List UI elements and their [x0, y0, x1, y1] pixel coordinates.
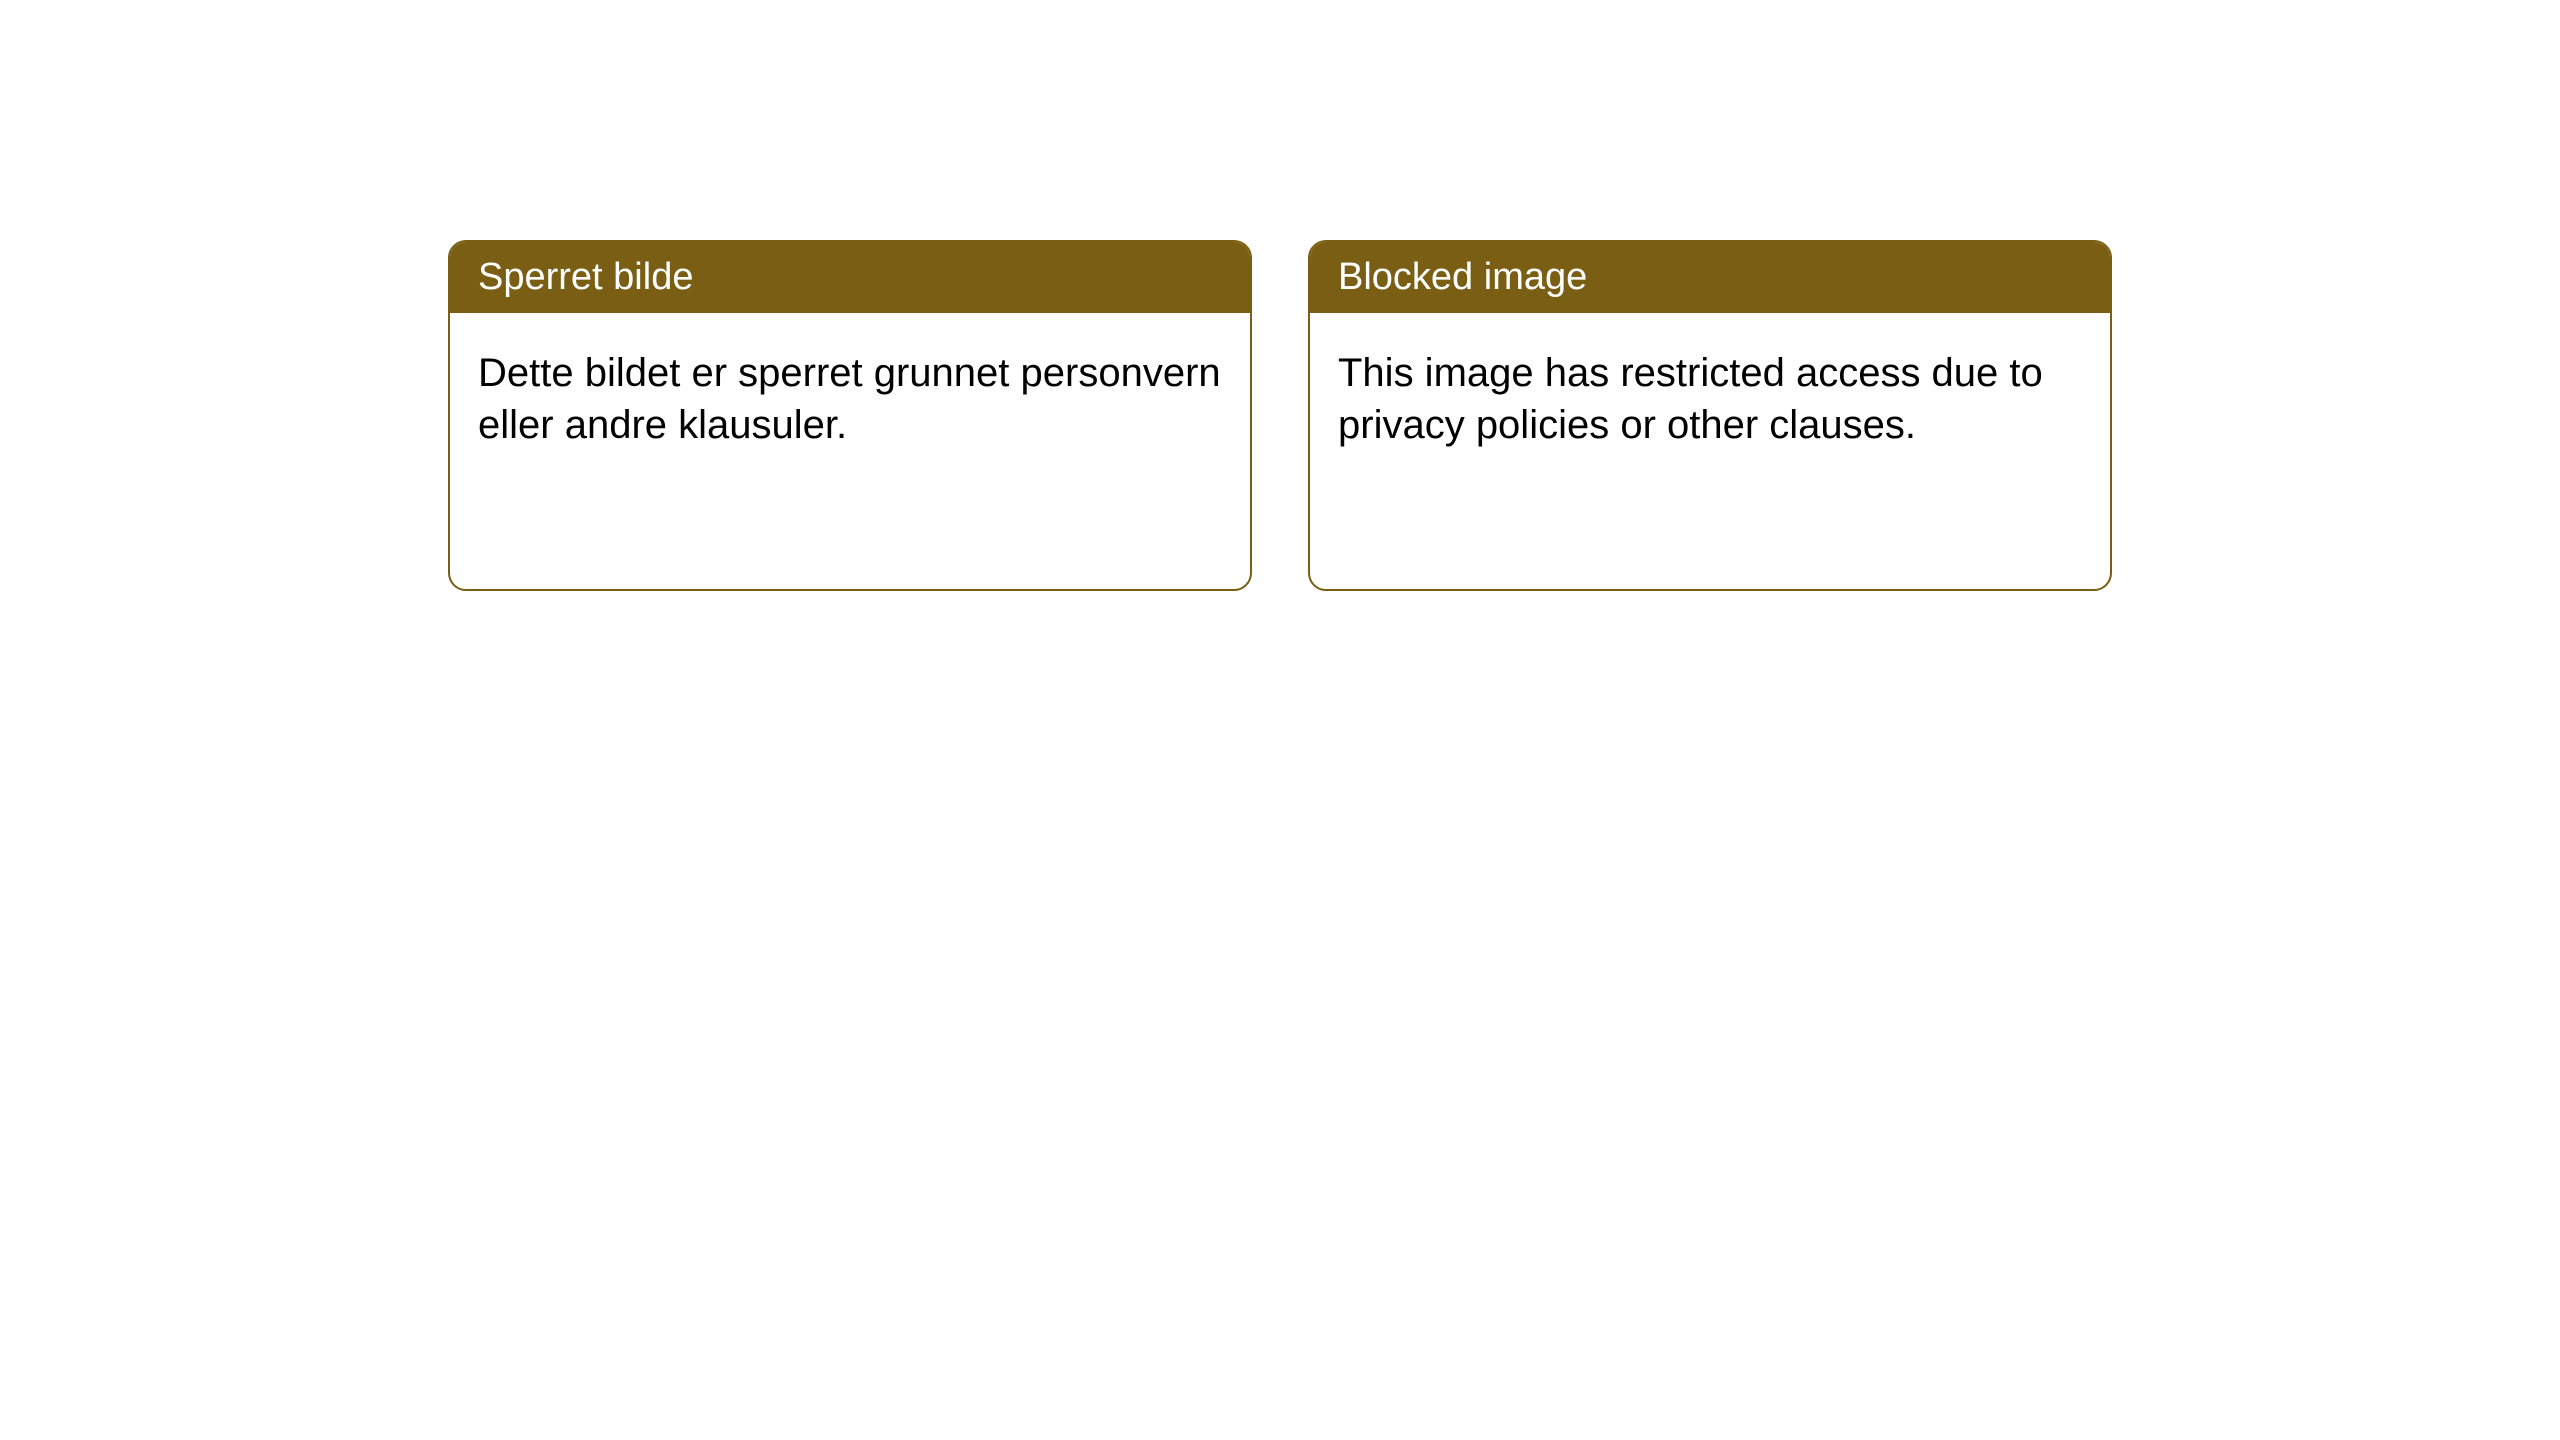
- notice-body-english: This image has restricted access due to …: [1310, 313, 2110, 589]
- notice-title-english: Blocked image: [1310, 242, 2110, 313]
- notice-card-norwegian: Sperret bilde Dette bildet er sperret gr…: [448, 240, 1252, 591]
- notice-title-norwegian: Sperret bilde: [450, 242, 1250, 313]
- notice-card-english: Blocked image This image has restricted …: [1308, 240, 2112, 591]
- notice-container: Sperret bilde Dette bildet er sperret gr…: [448, 240, 2112, 591]
- notice-body-norwegian: Dette bildet er sperret grunnet personve…: [450, 313, 1250, 589]
